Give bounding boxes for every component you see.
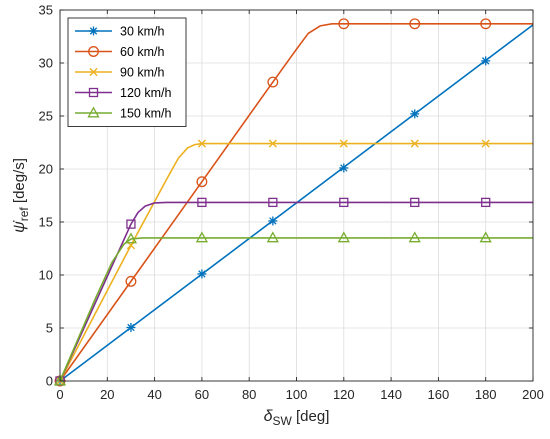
data-point-triangle	[408, 231, 421, 243]
x-tick-label: 180	[475, 387, 497, 402]
legend-label: 120 km/h	[120, 86, 171, 100]
series-line	[59, 237, 533, 382]
y-tick-label: 15	[39, 215, 53, 230]
data-point-cross	[339, 139, 348, 148]
x-tick-label: 60	[195, 387, 209, 402]
data-point-cross	[197, 139, 206, 148]
data-point-circle	[88, 46, 99, 57]
data-point-cross	[410, 139, 419, 148]
data-point-asterisk	[126, 322, 136, 332]
data-point-cross	[481, 139, 490, 148]
marker-stroke	[481, 139, 490, 148]
series-line	[59, 142, 533, 382]
labels-layer: δSW [deg] ψ̇ref [deg/s]	[11, 158, 329, 428]
data-point-triangle	[479, 231, 492, 243]
data-point-circle	[409, 18, 421, 30]
x-tick-label: 0	[56, 387, 63, 402]
data-point-circle	[125, 275, 137, 287]
data-point-triangle	[266, 231, 279, 243]
marker-stroke	[89, 67, 98, 77]
data-point-asterisk	[197, 269, 207, 279]
data-point-square	[339, 197, 349, 208]
y-tick-label: 0	[46, 374, 53, 389]
marker-stroke	[198, 270, 206, 278]
legend: 30 km/h 60 km/h 90 km/h 120 km/h 150 km/h	[67, 17, 187, 127]
marker-stroke	[89, 27, 98, 35]
x-tick-label: 20	[100, 387, 114, 402]
data-point-cross	[268, 139, 277, 148]
legend-entry: 150 km/h	[75, 106, 171, 121]
series-line	[59, 201, 533, 382]
data-point-triangle	[124, 232, 138, 244]
marker-stroke	[339, 139, 348, 148]
data-point-asterisk	[268, 216, 278, 226]
x-axis-label: δSW [deg]	[264, 408, 330, 428]
marker-stroke	[410, 139, 419, 148]
series-120-km-h	[55, 197, 533, 386]
marker-stroke	[482, 57, 490, 65]
legend-entry: 90 km/h	[75, 66, 165, 80]
legend-entry: 30 km/h	[75, 25, 165, 39]
data-point-square	[268, 197, 278, 208]
data-point-asterisk	[481, 56, 491, 66]
data-point-square	[88, 87, 99, 98]
series-layer	[53, 18, 534, 387]
legend-entry: 120 km/h	[75, 86, 171, 100]
y-tick-label: 25	[39, 109, 53, 124]
y-tick-label: 5	[46, 321, 53, 336]
data-point-square	[197, 197, 207, 208]
data-point-asterisk	[339, 163, 349, 173]
data-point-square	[410, 197, 420, 208]
x-tick-label: 120	[333, 387, 355, 402]
legend-label: 90 km/h	[120, 66, 165, 80]
legend-label: 60 km/h	[120, 45, 165, 59]
data-point-square	[481, 197, 491, 208]
marker-stroke	[340, 164, 348, 172]
x-tick-label: 100	[286, 387, 308, 402]
y-axis-label: ψ̇ref [deg/s]	[11, 158, 31, 233]
series-150-km-h	[53, 231, 533, 386]
series-60-km-h	[54, 18, 533, 387]
legend-label: 150 km/h	[120, 107, 171, 121]
ticks-layer: 0 20 40 60 80 100 120 140 160 180 200 0 5 10 15 20 25 30 3…	[39, 3, 544, 403]
data-point-triangle	[195, 231, 209, 243]
marker-stroke	[411, 110, 419, 118]
marker-stroke	[269, 217, 277, 225]
data-point-asterisk	[410, 109, 420, 119]
y-tick-label: 35	[39, 3, 53, 18]
x-tick-label: 40	[147, 387, 161, 402]
data-point-cross	[89, 67, 98, 77]
data-point-asterisk	[89, 26, 98, 36]
x-tick-label: 160	[428, 387, 450, 402]
data-point-circle	[338, 18, 350, 30]
data-point-square	[126, 219, 136, 229]
data-point-circle	[480, 18, 492, 30]
data-point-circle	[267, 76, 279, 88]
data-point-triangle	[87, 106, 100, 118]
data-point-circle	[196, 176, 208, 188]
x-tick-label: 140	[380, 387, 402, 402]
y-tick-label: 20	[39, 162, 53, 177]
x-tick-label: 200	[522, 387, 544, 402]
y-tick-label: 10	[39, 268, 53, 283]
series-90-km-h	[55, 139, 533, 386]
data-point-triangle	[53, 374, 67, 386]
marker-stroke	[197, 139, 206, 148]
data-point-triangle	[337, 231, 350, 243]
marker-stroke	[127, 323, 135, 332]
series-line	[59, 22, 533, 382]
legend-label: 30 km/h	[120, 25, 165, 39]
marker-stroke	[268, 139, 277, 148]
x-tick-label: 80	[242, 387, 256, 402]
y-tick-label: 30	[39, 56, 53, 71]
legend-entry: 60 km/h	[75, 45, 165, 59]
